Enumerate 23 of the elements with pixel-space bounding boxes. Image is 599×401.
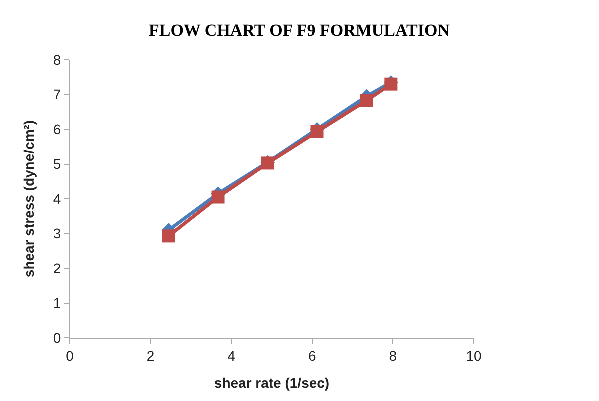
point	[162, 230, 176, 243]
y-axis-title: shear stress (dyne/cm²)	[21, 120, 38, 278]
x-tick-label: 0	[66, 348, 74, 364]
y-tick-label: 0	[53, 330, 62, 346]
x-tick-label: 10	[466, 348, 482, 364]
chart-title: FLOW CHART OF F9 FORMULATION	[148, 20, 451, 40]
y-tick-label: 2	[53, 260, 62, 276]
point	[310, 125, 324, 138]
y-tick-label: 5	[53, 156, 62, 172]
y-tick-label: 7	[53, 86, 62, 103]
y-tick-label: 8	[53, 52, 62, 68]
x-tick-label: 8	[389, 348, 398, 364]
point	[384, 78, 398, 91]
x-tick-label: 4	[228, 348, 236, 364]
y-tick-label: 3	[53, 226, 62, 242]
x-axis-title: shear rate (1/sec)	[214, 375, 330, 392]
point	[212, 190, 225, 204]
y-tick-label: 1	[53, 295, 62, 312]
x-tick-label: 6	[308, 348, 316, 364]
x-tick-label: 2	[146, 348, 155, 364]
point	[360, 94, 374, 108]
y-tick-label: 4	[53, 190, 62, 207]
y-tick-label: 6	[53, 121, 62, 138]
